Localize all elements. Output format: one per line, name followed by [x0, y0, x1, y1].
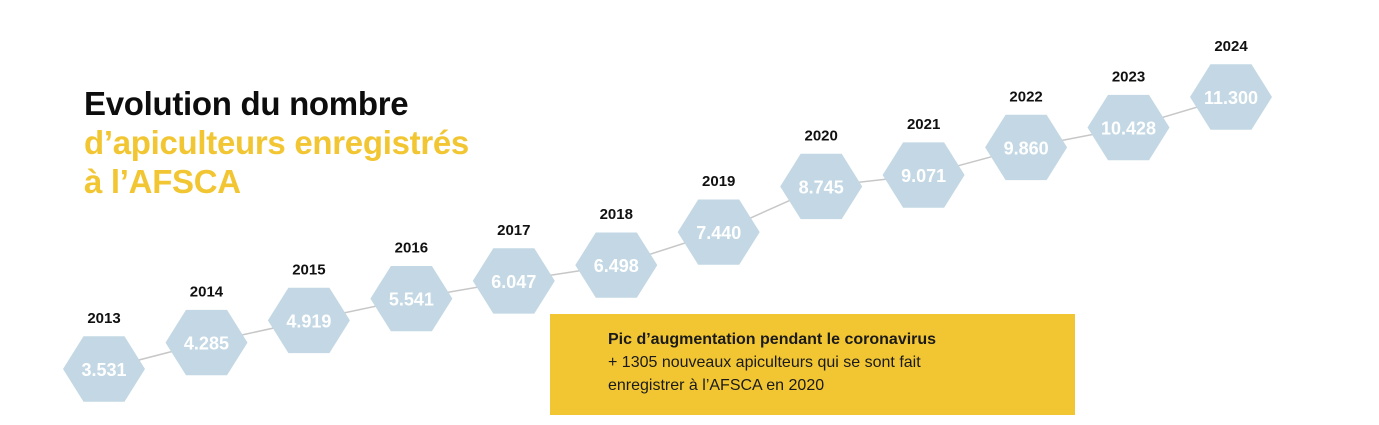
value-label-2015: 4.919 [286, 311, 331, 331]
value-label-2018: 6.498 [594, 256, 639, 276]
hexagon-marker-2013 [63, 336, 145, 402]
annotation-line-2: enregistrer à l’AFSCA en 2020 [608, 377, 825, 394]
year-label-2019: 2019 [702, 173, 735, 190]
hexagon-marker-2020 [780, 153, 863, 220]
value-label-2016: 5.541 [389, 290, 434, 310]
year-label-2021: 2021 [907, 116, 940, 133]
year-label-2013: 2013 [87, 310, 120, 327]
hexagon-marker-2014 [165, 309, 248, 376]
year-label-2017: 2017 [497, 222, 530, 239]
annotation-title: Pic d’augmentation pendant le coronaviru… [608, 331, 937, 348]
value-label-2023: 10.428 [1101, 119, 1156, 139]
year-label-2022: 2022 [1009, 88, 1042, 105]
hexagon-marker-2021 [882, 142, 965, 208]
value-label-2017: 6.047 [491, 272, 536, 292]
value-label-2020: 8.745 [799, 177, 844, 197]
hexagon-marker-2017 [472, 248, 555, 314]
annotation-line-1: + 1305 nouveaux apiculteurs qui se sont … [608, 354, 921, 371]
hexagon-marker-2018 [575, 232, 658, 298]
value-label-2013: 3.531 [81, 360, 126, 380]
title-line-2: d’apiculteurs enregistrés [84, 124, 469, 161]
chart-title: Evolution du nombre d’apiculteurs enregi… [84, 84, 469, 201]
year-label-2018: 2018 [600, 206, 633, 223]
hexagon-marker-2022 [985, 114, 1068, 181]
value-label-2014: 4.285 [184, 334, 229, 354]
hexagon-marker-2016 [370, 266, 453, 332]
value-label-2022: 9.860 [1004, 138, 1049, 158]
value-label-2024: 11.300 [1204, 88, 1258, 108]
value-label-2019: 7.440 [696, 223, 741, 243]
year-label-2014: 2014 [190, 284, 224, 301]
annotation-box: Pic d’augmentation pendant le coronaviru… [550, 314, 1075, 415]
value-labels: 3.531 4.285 4.919 5.541 6.047 6.498 7.440 8.745… [81, 88, 1258, 380]
title-line-1: Evolution du nombre [84, 85, 409, 122]
year-labels: 2013 2014 2015 2016 2017 2018 2019 2020 2021 2022… [87, 38, 1248, 327]
year-label-2024: 2024 [1214, 38, 1248, 55]
data-markers [63, 64, 1272, 402]
hexagon-marker-2019 [677, 199, 760, 265]
year-label-2023: 2023 [1112, 69, 1145, 86]
value-label-2021: 9.071 [901, 166, 946, 186]
year-label-2015: 2015 [292, 261, 325, 278]
hexagon-marker-2023 [1087, 94, 1170, 161]
title-line-3: à l’AFSCA [84, 163, 241, 200]
hexagon-marker-2015 [267, 287, 350, 354]
year-label-2016: 2016 [395, 240, 428, 257]
year-label-2020: 2020 [804, 127, 837, 144]
hexagon-marker-2024 [1190, 64, 1272, 130]
